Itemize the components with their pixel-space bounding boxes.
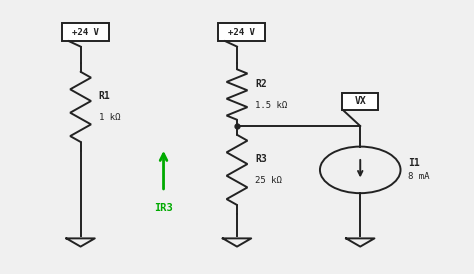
Text: R2: R2 bbox=[255, 79, 267, 89]
FancyBboxPatch shape bbox=[62, 23, 109, 41]
Text: 25 kΩ: 25 kΩ bbox=[255, 176, 282, 185]
Text: 8 mA: 8 mA bbox=[408, 172, 429, 181]
Text: +24 V: +24 V bbox=[72, 28, 99, 37]
Text: VX: VX bbox=[355, 96, 366, 106]
Text: R3: R3 bbox=[255, 154, 267, 164]
Text: R1: R1 bbox=[99, 91, 110, 101]
Text: IR3: IR3 bbox=[154, 203, 173, 213]
FancyBboxPatch shape bbox=[342, 93, 378, 110]
Text: +24 V: +24 V bbox=[228, 28, 255, 37]
Text: I1: I1 bbox=[408, 158, 419, 168]
FancyBboxPatch shape bbox=[218, 23, 265, 41]
Text: 1.5 kΩ: 1.5 kΩ bbox=[255, 101, 287, 110]
Text: 1 kΩ: 1 kΩ bbox=[99, 113, 120, 122]
